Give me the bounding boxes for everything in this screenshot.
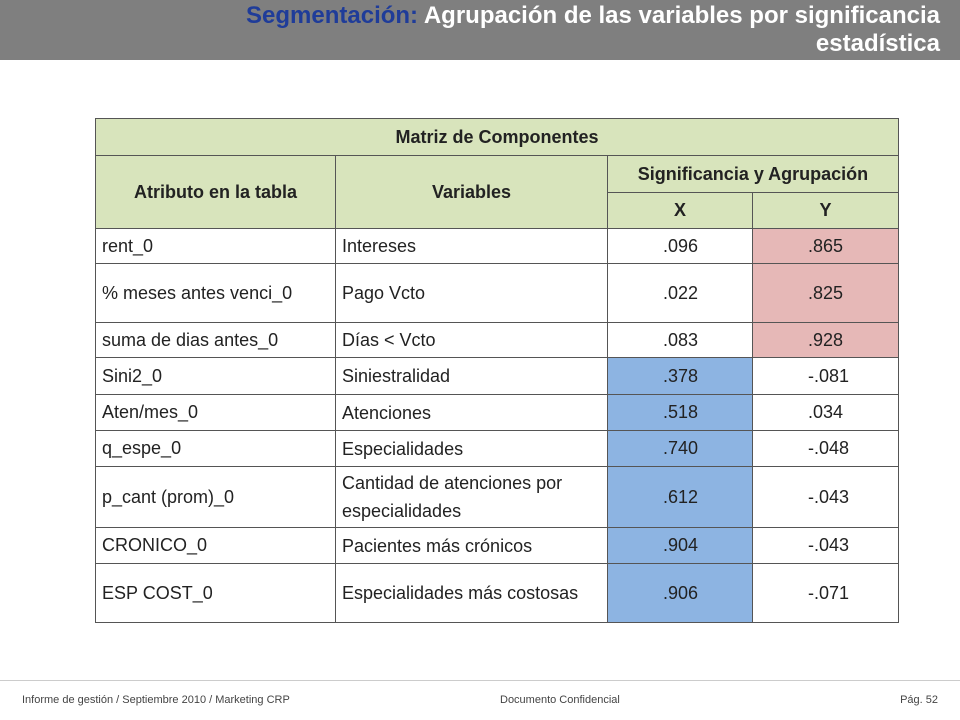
x-cell: .740 bbox=[607, 430, 753, 467]
y-cell: -.043 bbox=[752, 466, 899, 528]
x-cell: .518 bbox=[607, 394, 753, 431]
variable-cell: Pacientes más crónicos bbox=[335, 527, 608, 564]
header-cell: Variables bbox=[335, 155, 608, 229]
variable-cell: Atenciones bbox=[335, 394, 608, 431]
attribute-cell: CRONICO_0 bbox=[95, 527, 336, 564]
y-cell: .928 bbox=[752, 322, 899, 358]
table-row: % meses antes venci_0 Pago Vcto .022.825 bbox=[95, 263, 899, 323]
title-highlight: Segmentación: bbox=[246, 2, 419, 29]
header-cell: Y bbox=[752, 192, 899, 229]
table-body: rent_0 Intereses .096.865% meses antes ven… bbox=[95, 228, 899, 623]
x-cell: .022 bbox=[607, 263, 753, 323]
x-cell: .096 bbox=[607, 228, 753, 264]
attribute-cell: p_cant (prom)_0 bbox=[95, 466, 336, 528]
y-cell: -.071 bbox=[752, 563, 899, 623]
table-row: suma de dias antes_0 Días < Vcto .083.928 bbox=[95, 322, 899, 358]
table-row: CRONICO_0 Pacientes más crónicos .904 -.043 bbox=[95, 527, 899, 564]
table-row: ESP COST_0 Especialidades más costosas .90… bbox=[95, 563, 899, 623]
variable-cell: Cantidad de atenciones por especialidade… bbox=[335, 466, 608, 528]
variable-cell: Intereses bbox=[335, 228, 608, 264]
x-cell: .378 bbox=[607, 357, 753, 395]
footer-center: Documento Confidencial bbox=[500, 694, 620, 706]
y-cell: .034 bbox=[752, 394, 899, 431]
header-bar: Segmentación: Agrupación de las variable… bbox=[0, 0, 960, 60]
table-row: rent_0 Intereses .096.865 bbox=[95, 228, 899, 264]
attribute-cell: Sini2_0 bbox=[95, 357, 336, 395]
table-row: p_cant (prom)_0 Cantidad de atenciones po… bbox=[95, 466, 899, 528]
y-cell: -.048 bbox=[752, 430, 899, 467]
attribute-cell: ESP COST_0 bbox=[95, 563, 336, 623]
footer-right: Pág. 52 bbox=[900, 694, 938, 706]
header-cell: X bbox=[607, 192, 753, 229]
component-matrix: Matriz de Componentes Atributo en la tab… bbox=[95, 118, 899, 623]
title-rest: Agrupación de las variables por signific… bbox=[423, 2, 940, 57]
attribute-cell: q_espe_0 bbox=[95, 430, 336, 467]
variable-cell: Días < Vcto bbox=[335, 322, 608, 358]
title: Segmentación: Agrupación de las variable… bbox=[120, 2, 940, 58]
x-cell: .612 bbox=[607, 466, 753, 528]
attribute-cell: rent_0 bbox=[95, 228, 336, 264]
attribute-cell: % meses antes venci_0 bbox=[95, 263, 336, 323]
attribute-cell: suma de dias antes_0 bbox=[95, 322, 336, 358]
y-cell: .865 bbox=[752, 228, 899, 264]
variable-cell: Pago Vcto bbox=[335, 263, 608, 323]
x-cell: .906 bbox=[607, 563, 753, 623]
variable-cell: Especialidades más costosas bbox=[335, 563, 608, 623]
y-cell: .825 bbox=[752, 263, 899, 323]
y-cell: -.081 bbox=[752, 357, 899, 395]
table-row: q_espe_0 Especialidades .740 -.048 bbox=[95, 430, 899, 467]
x-cell: .904 bbox=[607, 527, 753, 564]
footer-rule bbox=[0, 680, 960, 681]
table-title: Matriz de Componentes bbox=[95, 118, 899, 156]
x-cell: .083 bbox=[607, 322, 753, 358]
y-cell: -.043 bbox=[752, 527, 899, 564]
header-cell: Atributo en la tabla bbox=[95, 155, 336, 229]
variable-cell: Siniestralidad bbox=[335, 357, 608, 395]
footer-left: Informe de gestión / Septiembre 2010 / M… bbox=[22, 694, 290, 706]
variable-cell: Especialidades bbox=[335, 430, 608, 467]
table-row: Aten/mes_0 Atenciones .518.034 bbox=[95, 394, 899, 431]
header-cell: Significancia y Agrupación bbox=[607, 155, 899, 193]
attribute-cell: Aten/mes_0 bbox=[95, 394, 336, 431]
table-row: Sini2_0 Siniestralidad .378 -.081 bbox=[95, 357, 899, 395]
